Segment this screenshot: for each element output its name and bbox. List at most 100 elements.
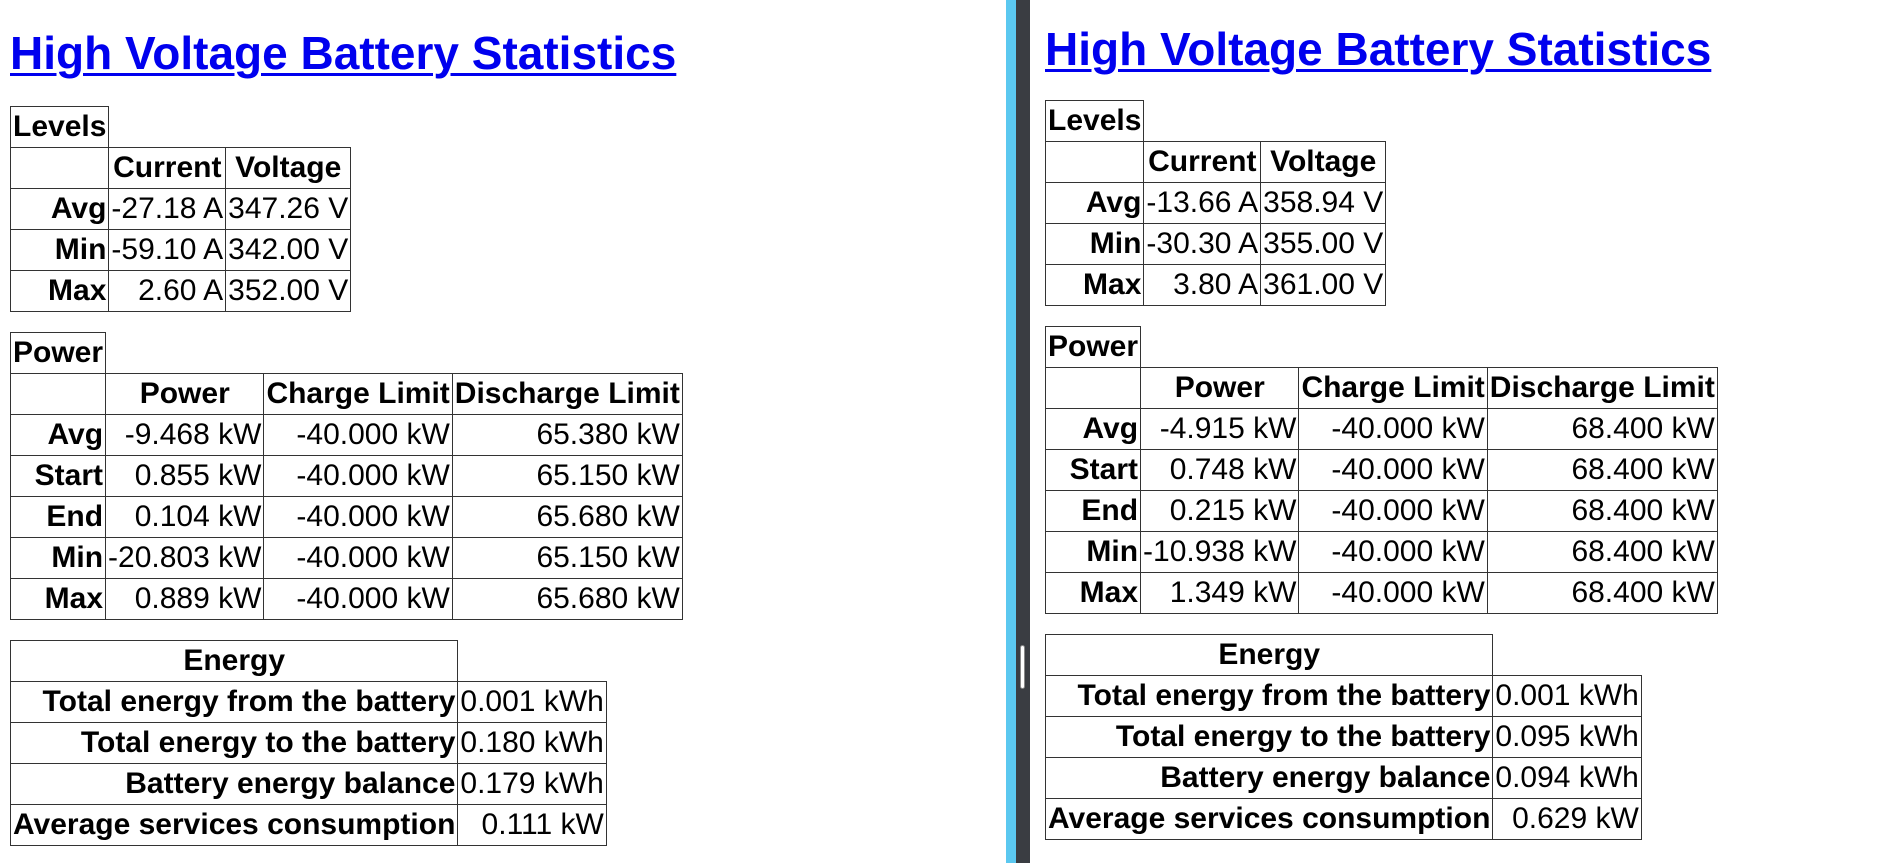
table-row: End 0.104 kW -40.000 kW 65.680 kW: [9, 496, 683, 538]
discharge-limit-value: 65.680 kW: [451, 578, 683, 620]
power-table: Power Power Charge Limit Discharge Limit…: [1044, 326, 1718, 614]
table-row: Average services consumption 0.111 kW: [9, 804, 607, 846]
row-label: Avg: [1044, 408, 1142, 450]
power-table: Power Power Charge Limit Discharge Limit…: [9, 332, 683, 620]
charge-limit-value: -40.000 kW: [1298, 449, 1488, 491]
power-value: 0.215 kW: [1140, 490, 1300, 532]
energy-value: 0.180 kWh: [457, 722, 607, 764]
levels-col-current: Current: [1143, 141, 1262, 183]
table-row: Total energy to the battery 0.095 kWh: [1044, 716, 1642, 758]
row-label: End: [1044, 490, 1142, 532]
charge-limit-value: -40.000 kW: [1298, 531, 1488, 573]
table-row: Battery energy balance 0.179 kWh: [9, 763, 607, 805]
levels-col-voltage: Voltage: [225, 147, 352, 189]
table-row: Total energy from the battery 0.001 kWh: [9, 681, 607, 723]
power-value: -9.468 kW: [105, 414, 265, 456]
page-title: High Voltage Battery Statistics: [10, 30, 1006, 76]
row-label: Max: [9, 270, 110, 312]
energy-section-label: Energy: [1044, 634, 1494, 676]
page-title-link[interactable]: High Voltage Battery Statistics: [10, 27, 677, 79]
charge-limit-value: -40.000 kW: [1298, 490, 1488, 532]
page-title-link[interactable]: High Voltage Battery Statistics: [1045, 23, 1712, 75]
row-label: Total energy to the battery: [9, 722, 459, 764]
table-row: Avg -13.66 A 358.94 V: [1044, 182, 1387, 224]
row-label: Max: [1044, 264, 1145, 306]
discharge-limit-value: 65.380 kW: [451, 414, 683, 456]
current-value: -30.30 A: [1143, 223, 1262, 265]
energy-value: 0.001 kWh: [457, 681, 607, 723]
voltage-value: 347.26 V: [225, 188, 352, 230]
charge-limit-value: -40.000 kW: [263, 414, 453, 456]
table-row: Min -10.938 kW -40.000 kW 68.400 kW: [1044, 531, 1718, 573]
table-row: Battery energy balance 0.094 kWh: [1044, 757, 1642, 799]
power-value: 0.104 kW: [105, 496, 265, 538]
current-value: 3.80 A: [1143, 264, 1262, 306]
table-row: Min -59.10 A 342.00 V: [9, 229, 352, 271]
energy-value: 0.094 kWh: [1492, 757, 1642, 799]
voltage-value: 342.00 V: [225, 229, 352, 271]
table-row: Start 0.855 kW -40.000 kW 65.150 kW: [9, 455, 683, 497]
table-row: Max 0.889 kW -40.000 kW 65.680 kW: [9, 578, 683, 620]
row-label: Min: [1044, 223, 1145, 265]
splitter-grip-handle[interactable]: [1020, 645, 1025, 689]
levels-col-current: Current: [108, 147, 227, 189]
table-row: Avg -4.915 kW -40.000 kW 68.400 kW: [1044, 408, 1718, 450]
current-value: -59.10 A: [108, 229, 227, 271]
voltage-value: 355.00 V: [1260, 223, 1387, 265]
row-label: Max: [1044, 572, 1142, 614]
discharge-limit-value: 65.150 kW: [451, 455, 683, 497]
energy-table: Energy Total energy from the battery 0.0…: [1044, 634, 1642, 840]
power-value: -10.938 kW: [1140, 531, 1300, 573]
table-row: Start 0.748 kW -40.000 kW 68.400 kW: [1044, 449, 1718, 491]
table-row: Total energy from the battery 0.001 kWh: [1044, 675, 1642, 717]
row-label: Total energy from the battery: [9, 681, 459, 723]
row-label: Battery energy balance: [9, 763, 459, 805]
table-row: Avg -9.468 kW -40.000 kW 65.380 kW: [9, 414, 683, 456]
power-col-charge-limit: Charge Limit: [1298, 367, 1488, 409]
power-value: -4.915 kW: [1140, 408, 1300, 450]
charge-limit-value: -40.000 kW: [263, 537, 453, 579]
row-label: Start: [1044, 449, 1142, 491]
discharge-limit-value: 65.150 kW: [451, 537, 683, 579]
energy-value: 0.179 kWh: [457, 763, 607, 805]
pane-splitter[interactable]: [1006, 0, 1030, 863]
row-label: Max: [9, 578, 107, 620]
levels-table: Levels Current Voltage Avg -27.18 A 347.…: [9, 106, 352, 312]
row-label: Start: [9, 455, 107, 497]
charge-limit-value: -40.000 kW: [1298, 572, 1488, 614]
current-value: 2.60 A: [108, 270, 227, 312]
energy-section-label: Energy: [9, 640, 459, 682]
row-label: Battery energy balance: [1044, 757, 1494, 799]
discharge-limit-value: 68.400 kW: [1486, 572, 1718, 614]
charge-limit-value: -40.000 kW: [263, 496, 453, 538]
row-label: Average services consumption: [9, 804, 459, 846]
table-row: Max 1.349 kW -40.000 kW 68.400 kW: [1044, 572, 1718, 614]
power-value: -20.803 kW: [105, 537, 265, 579]
power-col-charge-limit: Charge Limit: [263, 373, 453, 415]
power-section-label: Power: [9, 332, 107, 374]
levels-corner-cell: [1044, 141, 1145, 183]
row-label: Avg: [9, 414, 107, 456]
energy-value: 0.001 kWh: [1492, 675, 1642, 717]
power-corner-cell: [1044, 367, 1142, 409]
charge-limit-value: -40.000 kW: [1298, 408, 1488, 450]
power-col-discharge-limit: Discharge Limit: [451, 373, 683, 415]
row-label: Total energy to the battery: [1044, 716, 1494, 758]
power-col-discharge-limit: Discharge Limit: [1486, 367, 1718, 409]
table-row: Avg -27.18 A 347.26 V: [9, 188, 352, 230]
energy-value: 0.629 kW: [1492, 798, 1642, 840]
discharge-limit-value: 68.400 kW: [1486, 449, 1718, 491]
charge-limit-value: -40.000 kW: [263, 455, 453, 497]
energy-table: Energy Total energy from the battery 0.0…: [9, 640, 607, 846]
row-label: Min: [9, 537, 107, 579]
discharge-limit-value: 68.400 kW: [1486, 490, 1718, 532]
row-label: End: [9, 496, 107, 538]
table-row: Min -20.803 kW -40.000 kW 65.150 kW: [9, 537, 683, 579]
voltage-value: 361.00 V: [1260, 264, 1387, 306]
power-value: 1.349 kW: [1140, 572, 1300, 614]
charge-limit-value: -40.000 kW: [263, 578, 453, 620]
levels-table: Levels Current Voltage Avg -13.66 A 358.…: [1044, 100, 1387, 306]
power-section-label: Power: [1044, 326, 1142, 368]
discharge-limit-value: 68.400 kW: [1486, 531, 1718, 573]
